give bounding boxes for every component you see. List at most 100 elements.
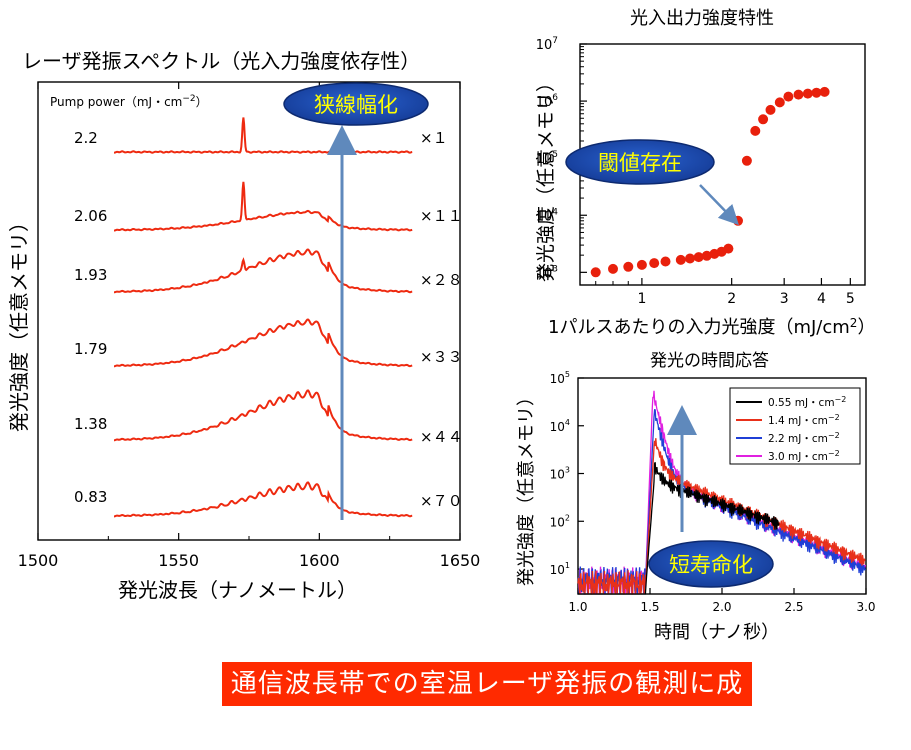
panel-a-frame <box>37 81 461 541</box>
panel-b-points <box>590 86 830 278</box>
panel-c-ytick: 102 <box>550 513 570 529</box>
panel-a-xtick: 1500 <box>18 551 59 570</box>
panel-a-xtick: 1550 <box>158 551 199 570</box>
data-point <box>802 88 813 99</box>
data-point <box>723 243 734 254</box>
bubble-lifetime-text: 短寿命化 <box>669 553 753 577</box>
panel-b-ytick: 103 <box>536 264 558 281</box>
bubble-threshold: 閾値存在 <box>565 139 715 185</box>
data-point <box>623 261 634 272</box>
pump-value: 1.38 <box>74 415 107 433</box>
legend-label: 0.55 mJ・cm−2 <box>768 395 846 409</box>
spectrum-trace <box>114 181 413 232</box>
pump-value: 2.2 <box>74 129 98 147</box>
panel-b-ytick: 105 <box>536 150 558 167</box>
spectrum-trace <box>114 318 413 368</box>
data-point <box>765 104 776 115</box>
multiplier: ×７０ <box>420 492 463 510</box>
panel-b-ylabel: 発光強度（任意メモリ） <box>535 73 557 282</box>
data-point <box>811 87 822 98</box>
panel-a-xtick: 1650 <box>440 551 481 570</box>
data-point <box>685 253 695 264</box>
panel-c-ytick: 104 <box>550 418 570 434</box>
panel-b-xtick: 1 <box>637 291 646 307</box>
data-point <box>774 97 785 108</box>
data-point <box>783 91 794 102</box>
spectrum-trace <box>114 248 413 294</box>
data-point <box>608 263 618 274</box>
decay-trace <box>578 462 780 595</box>
panel-a-xlabel: 発光波長（ナノメートル） <box>118 578 357 602</box>
multiplier-labels: ×１ ×１１ ×２８ ×３３ ×４４ ×７０ <box>420 129 463 510</box>
spectrum-trace <box>114 117 413 154</box>
panel-c-title: 発光の時間応答 <box>650 351 769 371</box>
data-point <box>819 86 830 97</box>
data-point <box>733 215 743 226</box>
panel-b: 光入出力強度特性 103 104 105 106 107 1 2 3 4 5 1パルスあたりの入… <box>535 8 875 338</box>
data-point <box>793 89 804 100</box>
legend-label: 3.0 mJ・cm−2 <box>768 449 840 463</box>
panel-c: 発光の時間応答 101 102 103 104 105 1.0 1.5 2.0 2.5 3.0 … <box>516 351 876 643</box>
panel-b-yticks: 103 104 105 106 107 <box>536 36 587 281</box>
panel-a-xtick: 1600 <box>299 551 340 570</box>
pump-power-label: Pump power（mJ・cm−2） <box>50 94 208 109</box>
panel-c-xlabel: 時間（ナノ秒） <box>654 622 779 643</box>
data-point <box>636 259 647 270</box>
threshold-arrow <box>699 184 739 226</box>
multiplier: ×１１ <box>420 207 463 225</box>
panel-c-xtick: 3.0 <box>856 600 875 614</box>
panel-b-xtick: 4 <box>817 291 826 307</box>
panel-c-ytick: 105 <box>550 370 570 386</box>
multiplier: ×２８ <box>420 271 463 289</box>
panel-a-xticks: 1500 1550 1600 1650 <box>18 82 481 570</box>
data-point <box>675 254 686 265</box>
panel-b-ytick: 107 <box>536 36 558 53</box>
data-point <box>750 125 761 136</box>
panel-a-ylabel: 発光強度（任意メモリ） <box>7 212 31 432</box>
bubble-lifetime: 短寿命化 <box>648 540 774 588</box>
data-point <box>660 256 671 267</box>
data-point <box>741 155 752 166</box>
multiplier: ×４４ <box>420 428 463 446</box>
panel-b-title: 光入出力強度特性 <box>630 8 774 29</box>
spectrum-trace <box>114 481 413 518</box>
panel-b-xtick: 2 <box>727 291 736 307</box>
panel-b-xtick: 5 <box>846 291 855 307</box>
panel-b-xticks: 1 2 3 4 5 <box>595 278 855 307</box>
bubble-threshold-text: 閾値存在 <box>598 151 682 175</box>
decay-trace <box>577 438 866 595</box>
panel-b-xlabel: 1パルスあたりの入力光強度（mJ/cm2） <box>548 316 875 338</box>
bubble-narrowing-text: 狭線幅化 <box>314 93 398 117</box>
data-point <box>649 258 660 269</box>
panel-c-xtick: 1.0 <box>568 600 587 614</box>
panel-c-ytick: 103 <box>550 466 570 482</box>
pump-value: 0.83 <box>74 488 107 506</box>
panel-c-legend: 0.55 mJ・cm−2 1.4 mJ・cm−2 2.2 mJ・cm−2 3.0 mJ… <box>729 387 861 465</box>
pump-labels: 2.2 2.06 1.93 1.79 1.38 0.83 <box>74 129 107 506</box>
panel-b-xtick: 3 <box>780 291 789 307</box>
panel-c-xticks: 1.0 1.5 2.0 2.5 3.0 <box>568 588 876 614</box>
panel-c-xtick: 2.0 <box>712 600 731 614</box>
panel-a-title: レーザ発振スペクトル（光入力強度依存性） <box>22 49 420 73</box>
panel-c-ytick: 101 <box>550 561 570 577</box>
data-point <box>758 114 769 125</box>
panel-c-ylabel: 発光強度（任意メモリ） <box>516 388 537 586</box>
banner-result: 通信波長帯での室温レーザ発振の観測に成功 <box>222 662 752 743</box>
pump-value: 1.79 <box>74 340 107 358</box>
panel-c-traces <box>577 390 867 595</box>
multiplier: ×１ <box>420 129 448 147</box>
data-point <box>590 267 601 278</box>
pump-value: 1.93 <box>74 266 107 284</box>
legend-label: 2.2 mJ・cm−2 <box>768 431 840 445</box>
pump-value: 2.06 <box>74 207 107 225</box>
panel-a: レーザ発振スペクトル（光入力強度依存性） 1500 1550 1600 1650 発光… <box>7 49 480 602</box>
bubble-narrowing: 狭線幅化 <box>283 82 429 126</box>
multiplier: ×３３ <box>420 348 463 366</box>
panel-b-ytick: 104 <box>536 207 559 224</box>
panel-c-xtick: 2.5 <box>784 600 803 614</box>
spectrum-trace <box>114 389 413 442</box>
legend-label: 1.4 mJ・cm−2 <box>768 413 840 427</box>
panel-c-yticks: 101 102 103 104 105 <box>550 370 584 577</box>
panel-b-ytick: 106 <box>536 93 559 110</box>
data-point <box>693 252 704 263</box>
